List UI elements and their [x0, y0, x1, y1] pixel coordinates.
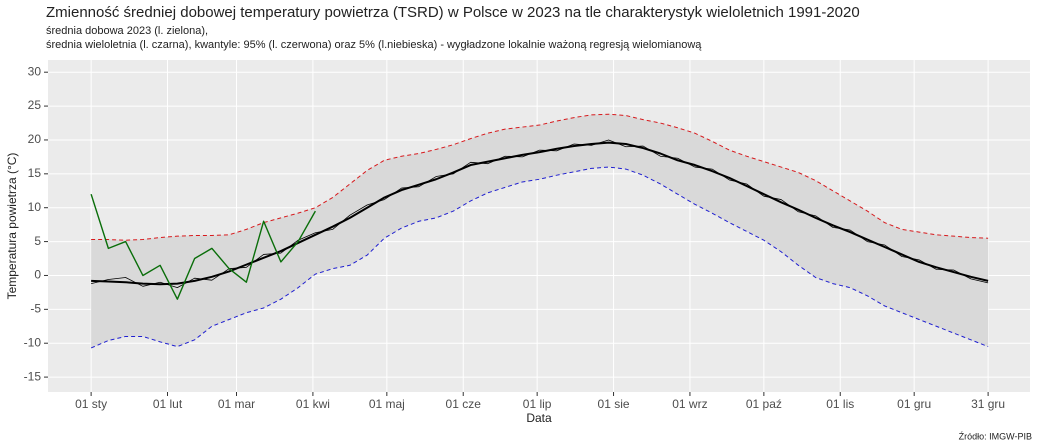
x-tick-label: 01 paź: [746, 397, 782, 411]
y-tick-label: 5: [34, 234, 41, 248]
x-axis-label: Data: [526, 411, 552, 425]
x-tick-label: 01 sie: [598, 397, 630, 411]
subtitle: średnia dobowa 2023 (l. zielona),: [46, 25, 208, 37]
x-tick-label: 01 sty: [75, 397, 107, 411]
subtitle: średnia wieloletnia (l. czarna), kwantyl…: [46, 39, 702, 51]
line: [91, 113, 989, 241]
y-tick-label: 10: [28, 200, 42, 214]
line: [91, 141, 989, 286]
line: [90, 193, 316, 300]
x-tick-label: 01 wrz: [672, 397, 707, 411]
y-axis-label: Temperatura powietrza (°C): [5, 153, 19, 300]
y-tick-label: -10: [24, 335, 42, 349]
y-tick-label: 25: [28, 98, 42, 112]
x-tick-label: 01 lis: [826, 397, 854, 411]
x-tick-label: 01 kwi: [296, 397, 330, 411]
x-tick-label: 01 lip: [523, 397, 552, 411]
x-tick-label: 01 gru: [897, 397, 931, 411]
source: Źródło: IMGW-PIB: [959, 431, 1032, 441]
y-tick-label: -15: [24, 369, 42, 383]
x-tick-label: 31 gru: [971, 397, 1005, 411]
y-tick-label: 15: [28, 166, 42, 180]
line: [90, 166, 989, 349]
x-tick-label: 01 maj: [369, 397, 405, 411]
quantile-band: [91, 114, 989, 348]
x-tick-label: 01 cze: [446, 397, 482, 411]
y-tick-label: 0: [34, 268, 41, 282]
y-tick-label: 20: [28, 132, 42, 146]
y-tick-label: 30: [28, 64, 42, 78]
chart-title: Zmienność średniej dobowej temperatury p…: [46, 4, 860, 21]
x-tick-label: 01 lut: [153, 397, 183, 411]
x-tick-label: 01 mar: [218, 397, 255, 411]
y-tick-label: -5: [30, 302, 41, 316]
